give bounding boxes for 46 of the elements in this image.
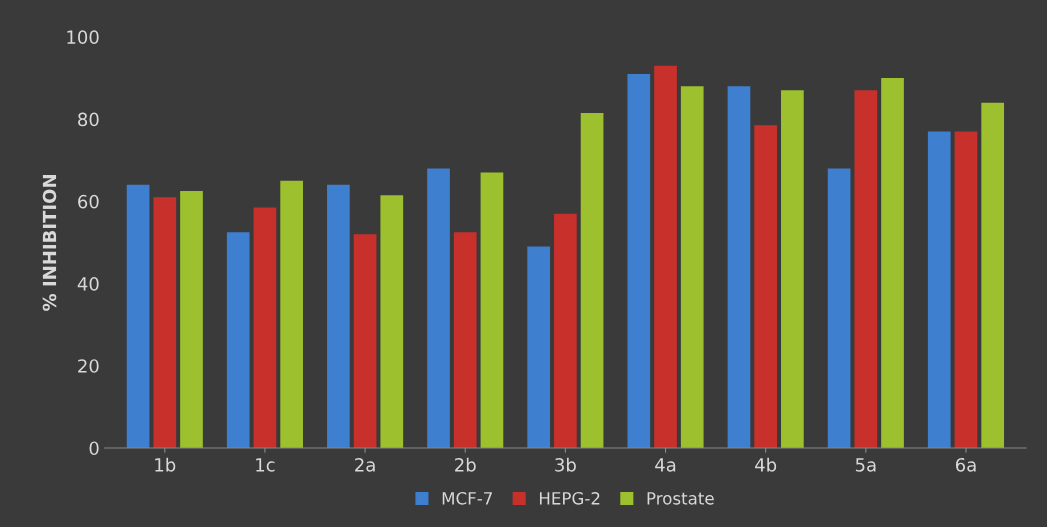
bar [527, 246, 551, 448]
x-tick-label: 2b [455, 457, 476, 472]
x-tick-label: 4a [655, 458, 676, 472]
bar [680, 86, 704, 448]
bar [827, 168, 851, 448]
bar [781, 90, 804, 448]
x-tick-label: 6a [955, 457, 976, 472]
x-tick-label: 2a [355, 457, 375, 472]
x-tick-label: 3b [555, 457, 576, 472]
y-tick-label: 100 [67, 30, 99, 45]
y-tick-label: 60 [78, 194, 99, 209]
bar [954, 131, 978, 448]
legend-label: MCF-7 [442, 492, 492, 505]
y-tick-label: 0 [89, 441, 99, 456]
bar [153, 197, 177, 448]
y-tick-label: 80 [78, 112, 99, 127]
y-tick-label: 40 [77, 276, 99, 291]
bar [580, 112, 604, 448]
x-tick-label: 5a [855, 458, 876, 472]
bar [380, 195, 404, 448]
bar [981, 102, 1005, 448]
bar [126, 184, 150, 448]
legend-label: Prostate [647, 492, 714, 505]
y-axis-title: % INHIBITION [42, 175, 57, 311]
y-tick-label: 20 [78, 359, 99, 373]
bar [253, 207, 277, 448]
bar [854, 90, 878, 448]
bar [627, 73, 651, 448]
bar [226, 232, 250, 448]
bar [881, 78, 904, 448]
bar [280, 180, 303, 448]
legend-label: HEPG-2 [539, 492, 600, 505]
bar [353, 234, 377, 448]
bar [427, 168, 450, 448]
bar [327, 184, 350, 448]
x-tick-label: 1c [256, 458, 275, 472]
bar [727, 86, 751, 448]
bar [927, 131, 951, 448]
bar [180, 191, 203, 448]
x-tick-label: 4b [755, 457, 777, 472]
bar [480, 172, 504, 448]
bar [554, 213, 577, 448]
x-tick-label: 1b [155, 457, 176, 472]
bar [453, 232, 477, 448]
bar [654, 65, 677, 448]
bar [754, 125, 778, 448]
